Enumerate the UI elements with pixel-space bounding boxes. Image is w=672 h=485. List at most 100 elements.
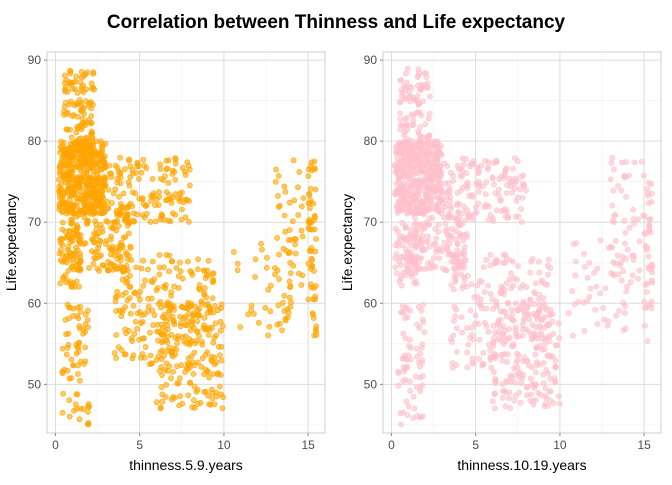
data-point	[425, 233, 431, 240]
y-tick-label: 50	[28, 377, 42, 391]
data-point	[99, 191, 105, 198]
data-point	[534, 312, 540, 319]
data-point	[627, 279, 634, 285]
data-point	[170, 167, 176, 174]
data-point	[71, 102, 78, 109]
data-point	[515, 213, 522, 220]
data-point	[481, 289, 488, 295]
data-point	[636, 267, 643, 274]
data-point	[204, 349, 211, 356]
data-point	[423, 238, 430, 245]
data-point	[182, 322, 189, 329]
data-point	[572, 258, 579, 265]
data-point	[75, 155, 81, 161]
data-point	[421, 266, 428, 272]
data-point	[400, 409, 407, 416]
data-point	[397, 122, 404, 128]
data-point	[511, 365, 518, 372]
data-point	[500, 260, 506, 266]
data-point	[531, 301, 537, 307]
data-point	[83, 134, 89, 141]
data-point	[424, 84, 431, 91]
data-point	[77, 254, 84, 260]
data-point	[487, 262, 494, 269]
data-point	[543, 367, 550, 373]
data-point	[427, 143, 433, 150]
data-point	[612, 211, 619, 218]
data-point	[646, 217, 653, 223]
y-tick-label: 60	[364, 296, 378, 310]
data-point	[426, 215, 433, 221]
data-point	[419, 221, 425, 228]
data-point	[93, 189, 100, 196]
data-point	[620, 268, 627, 274]
data-point	[128, 335, 135, 342]
data-point	[489, 296, 496, 303]
data-point	[73, 73, 80, 80]
data-point	[285, 314, 291, 321]
data-point	[587, 285, 594, 292]
data-point	[413, 244, 419, 251]
data-point	[145, 266, 151, 273]
data-point	[234, 267, 241, 274]
data-point	[498, 208, 505, 214]
data-point	[443, 189, 450, 195]
data-point	[275, 173, 282, 179]
data-point	[178, 362, 185, 369]
data-point	[629, 272, 636, 279]
data-point	[412, 373, 419, 380]
data-point	[84, 217, 91, 224]
data-point	[209, 395, 216, 402]
data-point	[113, 332, 120, 338]
data-point	[547, 306, 554, 313]
data-point	[431, 184, 438, 191]
data-point	[499, 357, 506, 364]
data-point	[608, 270, 615, 277]
data-point	[157, 404, 164, 411]
data-point	[410, 415, 416, 421]
data-point	[431, 240, 437, 247]
data-point	[92, 255, 99, 262]
data-point	[395, 368, 402, 375]
data-point	[162, 281, 169, 288]
data-point	[149, 258, 156, 265]
data-point	[434, 148, 441, 155]
data-point	[475, 169, 482, 175]
data-point	[182, 369, 189, 375]
data-point	[420, 98, 427, 105]
data-point	[59, 370, 66, 377]
data-point	[264, 254, 270, 261]
data-point	[461, 204, 468, 210]
data-point	[276, 202, 283, 209]
data-point	[101, 173, 107, 180]
data-point	[403, 70, 409, 77]
data-point	[75, 344, 82, 351]
data-point	[179, 164, 186, 171]
data-point	[502, 166, 509, 173]
data-point	[403, 398, 410, 405]
data-point	[126, 230, 132, 237]
data-point	[147, 352, 154, 359]
data-point	[158, 364, 165, 371]
data-point	[307, 281, 314, 288]
data-point	[443, 194, 450, 201]
data-point	[116, 253, 123, 260]
data-point	[521, 310, 528, 317]
data-point	[492, 405, 498, 412]
data-point	[621, 310, 628, 316]
data-point	[111, 219, 118, 226]
data-point	[282, 188, 289, 195]
data-point	[438, 210, 445, 217]
data-point	[531, 385, 538, 391]
data-point	[195, 256, 202, 263]
data-point	[402, 272, 409, 279]
data-point	[274, 267, 281, 274]
data-point	[408, 273, 415, 280]
data-point	[288, 299, 294, 306]
data-point	[175, 195, 182, 202]
data-point	[575, 298, 582, 305]
data-point	[441, 200, 448, 207]
data-point	[444, 226, 450, 233]
data-point	[478, 279, 485, 285]
